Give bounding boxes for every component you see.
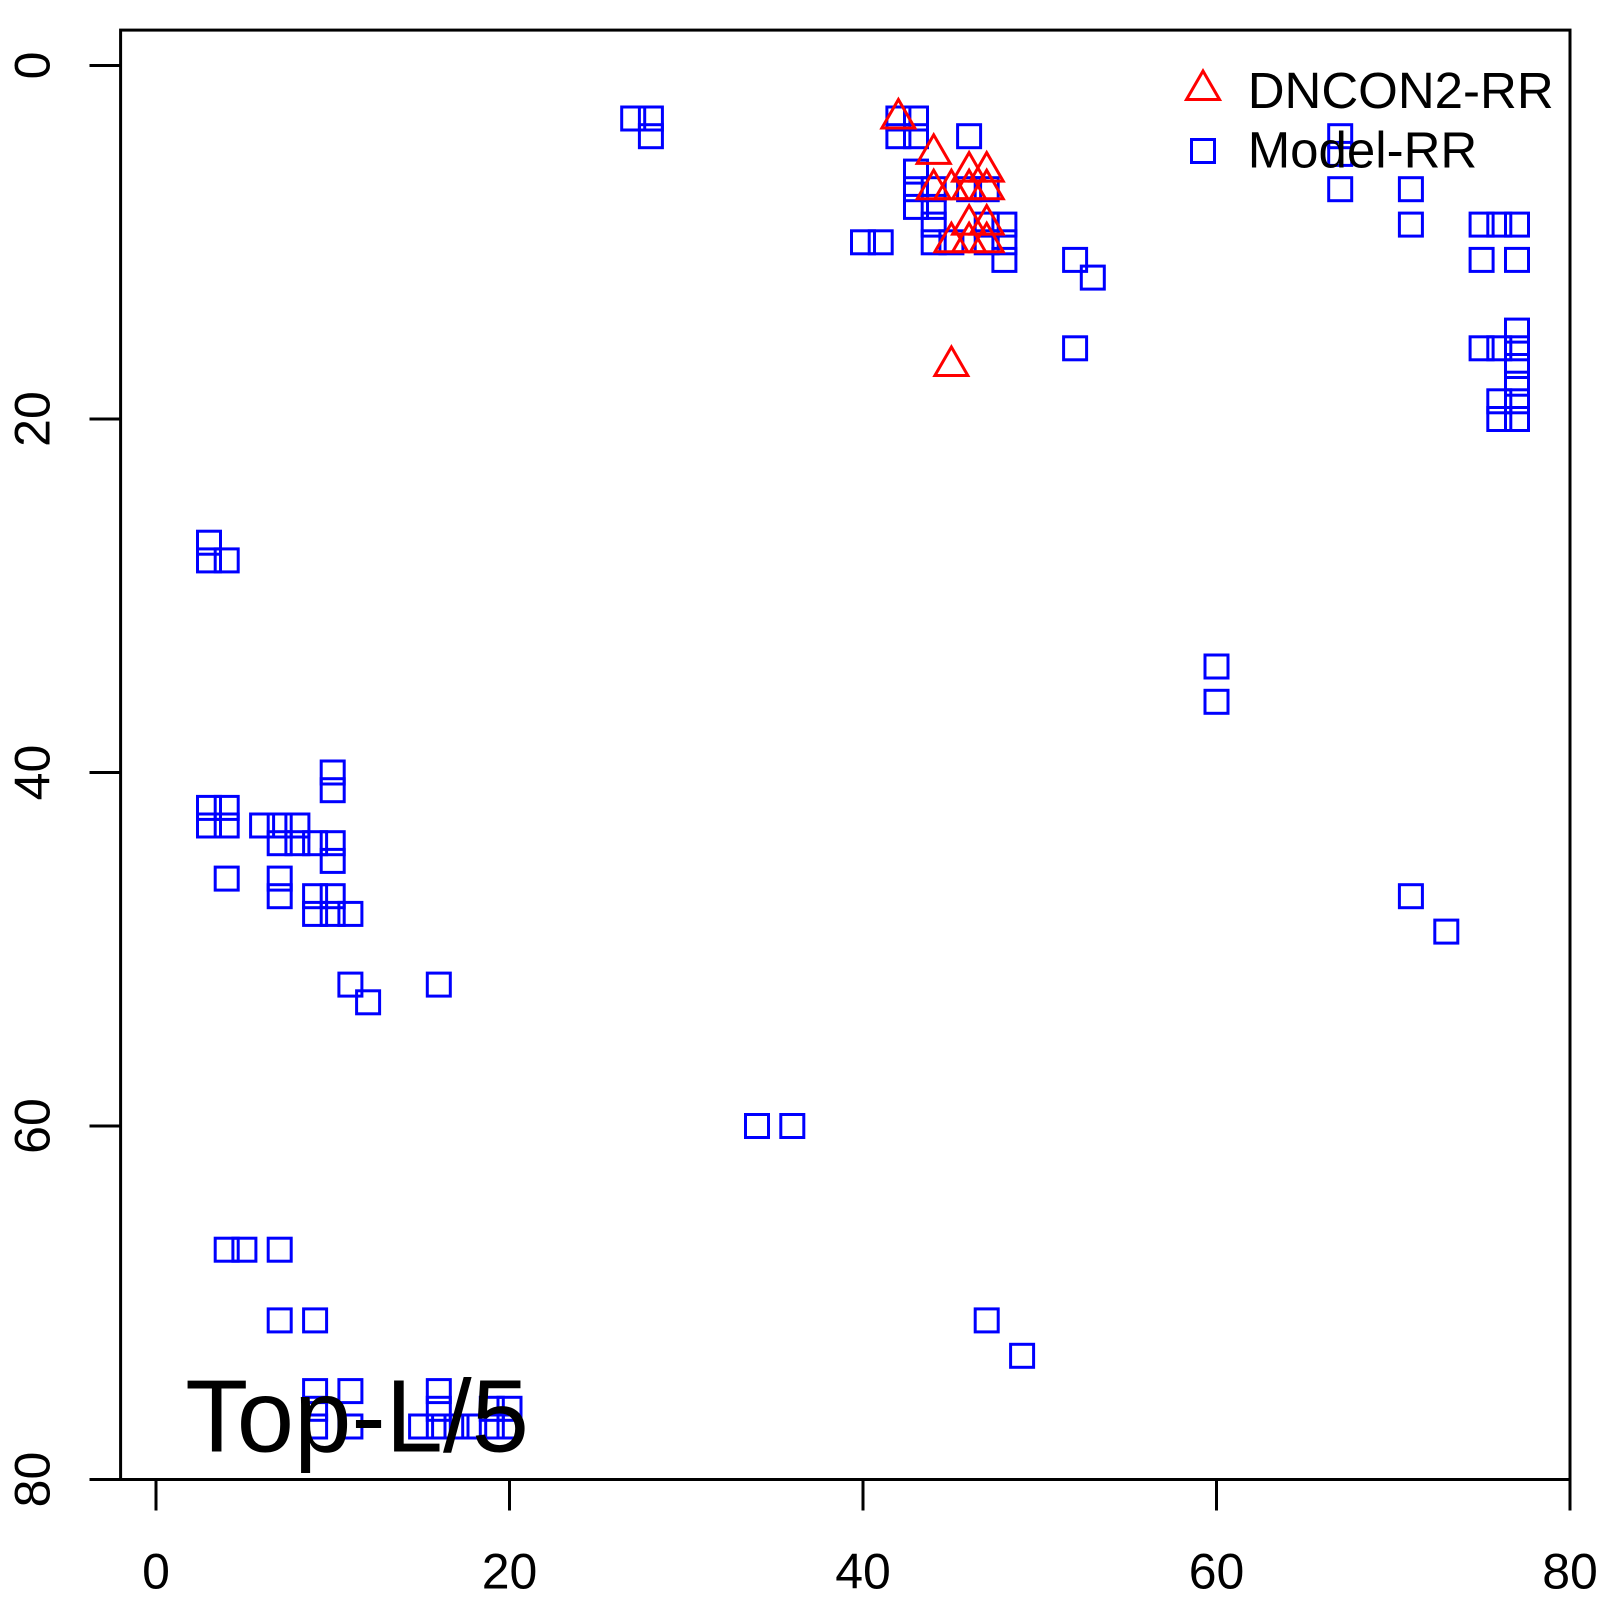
svg-text:40: 40 (5, 745, 61, 801)
svg-text:Top-L/5: Top-L/5 (185, 1358, 529, 1473)
svg-text:20: 20 (482, 1544, 538, 1600)
svg-text:60: 60 (1189, 1544, 1245, 1600)
svg-text:Model-RR: Model-RR (1248, 122, 1478, 179)
svg-text:80: 80 (5, 1452, 61, 1508)
svg-text:80: 80 (1542, 1544, 1598, 1600)
svg-text:0: 0 (142, 1544, 170, 1600)
svg-text:20: 20 (5, 391, 61, 447)
svg-text:60: 60 (5, 1098, 61, 1154)
svg-text:40: 40 (835, 1544, 891, 1600)
svg-text:0: 0 (5, 52, 61, 80)
svg-text:DNCON2-RR: DNCON2-RR (1248, 62, 1554, 119)
